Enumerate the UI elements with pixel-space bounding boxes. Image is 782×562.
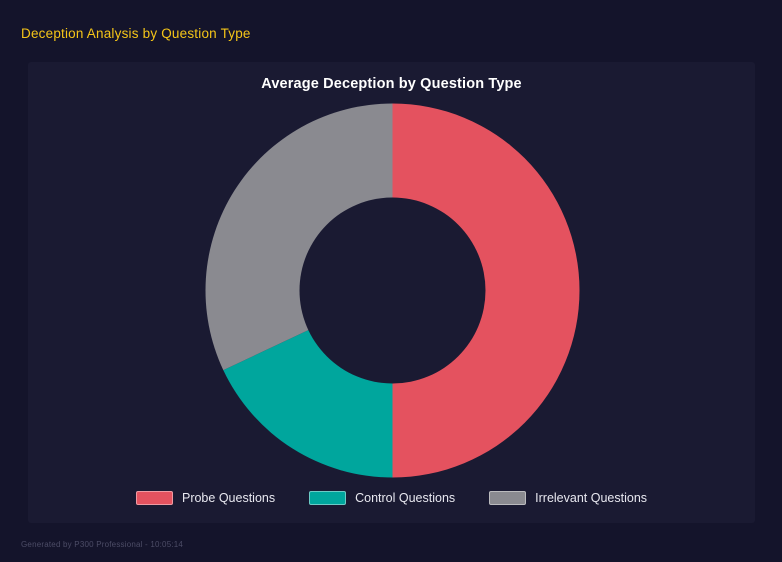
footer-text: Generated by P300 Professional - 10:05:1… <box>21 540 184 549</box>
legend-swatch-irrelevant-questions <box>489 491 527 505</box>
donut-chart-svg <box>205 103 580 478</box>
chart-card: Average Deception by Question Type Probe… <box>28 62 755 523</box>
legend-swatch-probe-questions <box>135 491 173 505</box>
donut-center-hole <box>299 197 486 384</box>
chart-title: Average Deception by Question Type <box>261 76 522 92</box>
page-title: Deception Analysis by Question Type <box>21 26 251 41</box>
legend-item-control-questions[interactable]: Control Questions <box>309 491 455 505</box>
legend-label-probe-questions: Probe Questions <box>181 491 276 505</box>
legend-swatch-control-questions <box>309 491 347 505</box>
legend-item-irrelevant-questions[interactable]: Irrelevant Questions <box>489 491 647 505</box>
legend-item-probe-questions[interactable]: Probe Questions <box>135 491 276 505</box>
donut-chart <box>205 103 580 478</box>
legend-label-control-questions: Control Questions <box>355 491 456 505</box>
legend-label-irrelevant-questions: Irrelevant Questions <box>535 491 648 505</box>
chart-legend: Probe Questions Control Questions Irrele… <box>28 491 755 505</box>
donut-slice-probe-questions[interactable] <box>392 103 580 478</box>
